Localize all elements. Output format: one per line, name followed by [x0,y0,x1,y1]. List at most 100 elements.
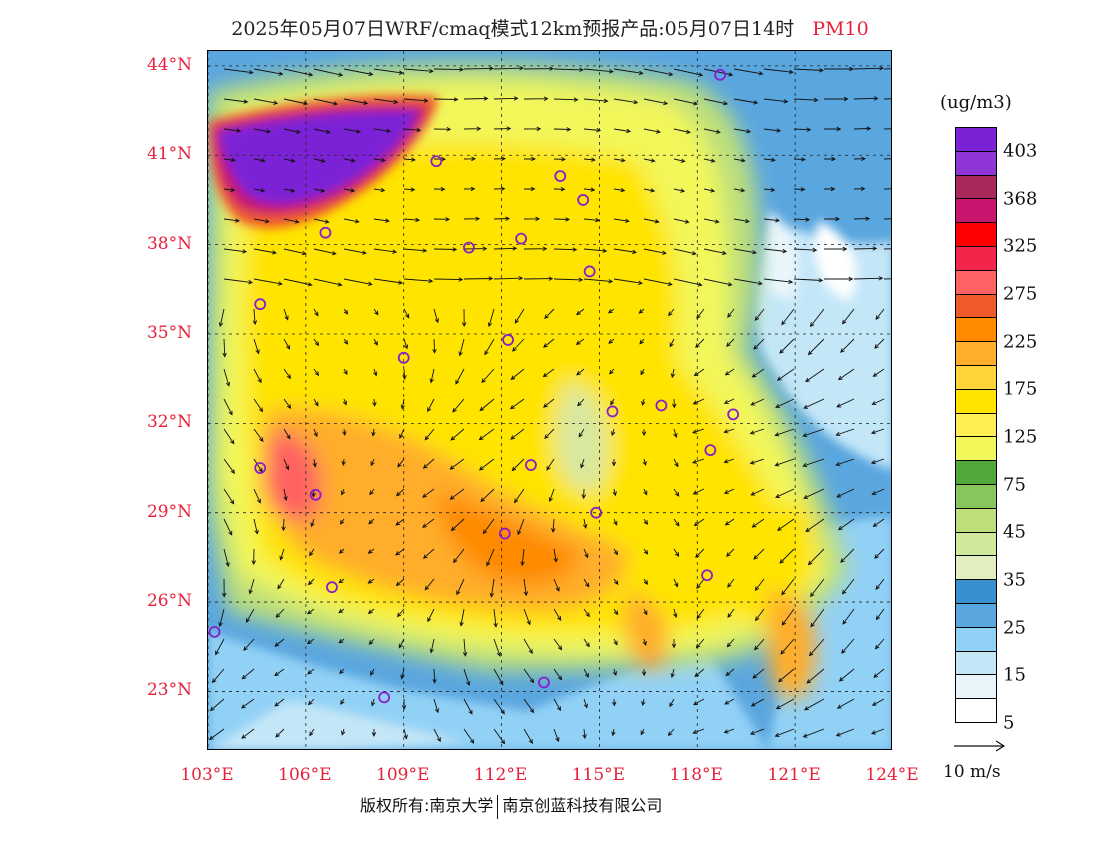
wind-arrow [373,218,390,223]
wind-arrow [842,308,855,325]
wind-arrow [429,368,435,384]
city-marker [714,68,727,81]
wind-arrow [283,68,314,77]
wind-arrow [871,488,885,496]
wind-arrow [370,698,376,707]
wind-arrow [511,458,525,472]
wind-arrow [724,698,735,705]
wind-arrow [836,698,855,709]
wind-arrow [824,66,855,72]
wind-arrow [612,488,617,497]
wind-arrow [307,698,315,706]
wind-arrow [733,218,750,224]
wind-arrow [779,548,795,564]
wind-arrow [793,68,825,73]
lat-label: 41°N [146,144,192,165]
wind-arrow [343,218,360,224]
variable-name: PM10 [812,18,869,40]
wind-arrow [703,218,720,224]
wind-arrow [807,548,825,566]
wind-arrow [641,428,647,437]
wind-arrow [723,458,735,464]
wind-arrow [777,518,795,531]
wind-arrow [432,338,437,354]
wind-arrow [670,368,676,379]
wind-arrow [283,98,309,106]
wind-arrow [523,126,542,132]
colorbar-swatch [956,175,996,200]
wind-arrow [638,308,645,314]
wind-arrow [283,338,290,350]
colorbar-swatch [956,342,996,366]
wind-arrow [703,188,716,193]
wind-arrow [853,126,872,131]
wind-reference-label: 10 m/s [943,762,1001,782]
colorbar-swatch [956,318,996,343]
wind-arrow [313,248,337,256]
wind-arrow [673,248,697,256]
wind-arrow [313,368,320,377]
wind-arrow [793,127,812,132]
wind-arrow [807,338,825,356]
lat-label: 23°N [146,680,192,701]
wind-arrow [580,458,585,469]
wind-arrow [253,488,261,504]
wind-arrow [489,578,495,598]
wind-arrow [842,608,855,625]
wind-arrow [870,458,885,465]
wind-arrow [642,458,647,466]
wind-arrow [612,698,617,707]
wind-vectors [208,65,891,745]
wind-arrow [283,458,290,471]
colorbar-swatch [956,128,996,152]
wind-arrow [763,68,794,75]
wind-arrow [370,458,375,467]
wind-arrow [643,128,661,134]
wind-arrow [283,278,313,287]
wind-arrow [723,428,735,434]
wind-arrow [283,308,289,321]
city-marker [583,265,596,278]
wind-arrow [673,548,680,557]
wind-arrow [223,187,236,193]
wind-arrow [733,278,763,286]
wind-arrow [241,728,255,739]
wind-arrow [283,428,291,440]
wind-arrow [733,248,757,255]
wind-arrow [643,278,673,287]
wind-arrow [221,578,227,598]
colorbar-tick-label: 125 [1003,426,1038,448]
colorbar-swatch [956,294,996,319]
wind-arrow [613,638,618,646]
wind-arrow [643,578,648,586]
wind-arrow [726,638,735,648]
wind-arrow [449,488,465,500]
wind-arrow [673,428,678,439]
wind-arrow [643,548,649,555]
wind-arrow [775,488,795,498]
wind-arrow [367,578,375,584]
wind-arrow [400,668,405,680]
wind-arrow [853,66,884,71]
wind-arrow [749,458,765,465]
wind-arrow [459,608,465,627]
wind-arrow [433,186,446,192]
wind-arrow [883,158,891,160]
wind-arrow [452,398,465,413]
wind-arrow [253,368,262,384]
city-marker [319,226,332,239]
colorbar-unit: (ug/m3) [940,92,1012,113]
wind-arrow [583,548,589,559]
wind-arrow [703,128,721,134]
wind-arrow [703,98,729,106]
wind-arrow [309,548,315,557]
wind-arrow [343,248,367,255]
city-marker [378,691,391,704]
wind-arrow [583,187,596,192]
wind-arrow [223,248,248,254]
wind-arrow [808,638,825,657]
wind-arrow [463,668,471,687]
wind-arrow [838,668,855,682]
wind-arrow [781,608,795,626]
wind-arrow [583,638,590,648]
